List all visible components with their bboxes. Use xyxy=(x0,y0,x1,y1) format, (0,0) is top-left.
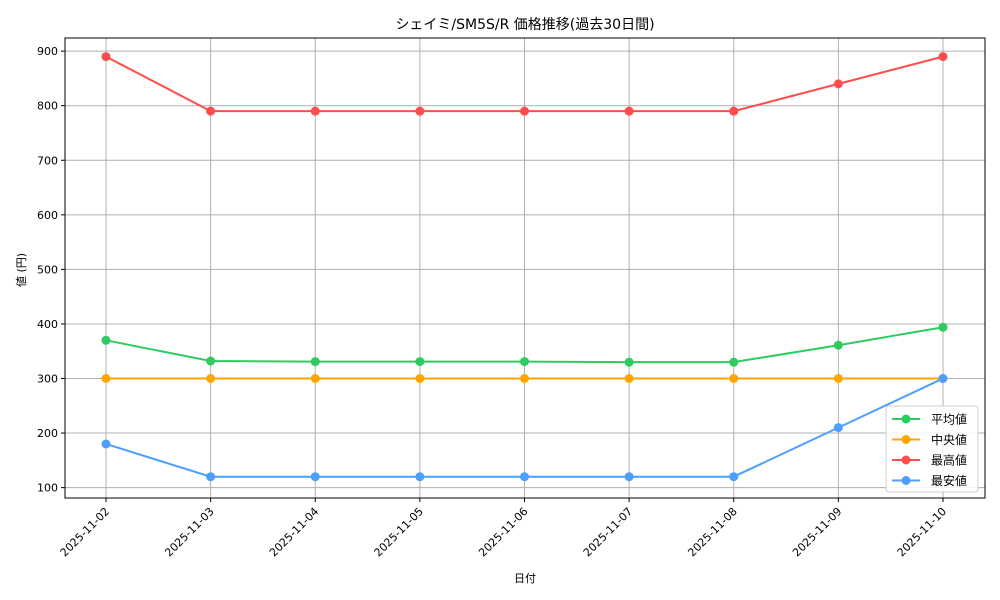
legend-label: 中央値 xyxy=(931,432,967,447)
data-point xyxy=(310,374,320,383)
data-point xyxy=(415,106,425,116)
chart-title: シェイミ/SM5S/R 価格推移(過去30日間) xyxy=(395,17,654,33)
data-point xyxy=(101,335,111,345)
data-point xyxy=(624,374,634,383)
legend-item: 中央値 xyxy=(892,432,967,447)
data-point xyxy=(938,374,948,383)
x-tick-label: 2025-11-03 xyxy=(162,505,216,559)
data-point xyxy=(206,374,216,383)
data-point xyxy=(729,106,739,116)
data-point xyxy=(729,472,739,482)
y-tick-label: 300 xyxy=(37,373,58,386)
x-axis-ticks: 2025-11-02 2025-11-03 2025-11-04 2025-11-05… xyxy=(58,498,949,559)
data-point xyxy=(938,52,948,62)
legend-box xyxy=(885,405,979,493)
data-point xyxy=(624,357,634,367)
y-tick-label: 200 xyxy=(37,427,58,440)
series-3 xyxy=(101,374,948,482)
y-tick-label: 500 xyxy=(37,263,58,276)
x-tick-label: 2025-11-08 xyxy=(685,505,739,559)
x-tick-label: 2025-11-09 xyxy=(790,505,844,559)
data-point xyxy=(833,423,843,433)
data-point xyxy=(833,79,843,89)
data-point xyxy=(101,374,111,383)
data-point xyxy=(206,356,216,366)
y-axis-label: 値 (円) xyxy=(15,253,28,287)
x-tick-label: 2025-11-06 xyxy=(476,505,530,559)
y-tick-label: 600 xyxy=(37,209,58,222)
legend-label: 最高値 xyxy=(931,453,967,468)
data-point xyxy=(310,357,320,367)
data-point xyxy=(520,106,529,116)
data-point xyxy=(206,106,216,116)
data-point xyxy=(415,357,425,367)
legend-marker-icon xyxy=(901,476,911,485)
data-point xyxy=(624,472,634,482)
data-point xyxy=(520,374,529,383)
data-point xyxy=(520,472,529,482)
data-point xyxy=(729,374,739,383)
x-tick-label: 2025-11-10 xyxy=(895,505,949,559)
legend-item: 最高値 xyxy=(892,453,967,468)
legend-label: 最安値 xyxy=(931,473,967,488)
data-point xyxy=(520,357,529,367)
y-tick-label: 800 xyxy=(37,100,58,113)
series-layer xyxy=(101,52,948,482)
data-point xyxy=(310,472,320,482)
series-1 xyxy=(101,374,948,383)
data-point xyxy=(206,472,216,482)
x-axis-label: 日付 xyxy=(514,572,536,585)
data-point xyxy=(101,52,111,62)
data-point xyxy=(310,106,320,116)
x-tick-label: 2025-11-07 xyxy=(581,505,635,559)
legend-label: 平均値 xyxy=(931,412,967,427)
legend-marker-icon xyxy=(901,414,911,424)
x-tick-label: 2025-11-04 xyxy=(267,505,321,559)
data-point xyxy=(938,322,948,332)
data-point xyxy=(415,472,425,482)
x-tick-label: 2025-11-02 xyxy=(58,505,112,559)
series-2 xyxy=(101,52,948,116)
legend-marker-icon xyxy=(901,435,911,444)
series-0 xyxy=(101,322,948,367)
y-axis-ticks: 100 200 300 400 500 600 700 800 900 xyxy=(37,45,65,495)
legend-marker-icon xyxy=(901,455,911,465)
data-point xyxy=(833,340,843,350)
y-tick-label: 100 xyxy=(37,482,58,495)
y-tick-label: 700 xyxy=(37,154,58,167)
x-tick-label: 2025-11-05 xyxy=(372,505,426,559)
data-point xyxy=(624,106,634,116)
data-point xyxy=(833,374,843,383)
y-tick-label: 400 xyxy=(37,318,58,331)
data-point xyxy=(101,439,111,449)
data-point xyxy=(415,374,425,383)
y-tick-label: 900 xyxy=(37,45,58,58)
legend-item: 最安値 xyxy=(892,473,967,488)
legend-item: 平均値 xyxy=(892,412,967,427)
data-point xyxy=(729,357,739,367)
